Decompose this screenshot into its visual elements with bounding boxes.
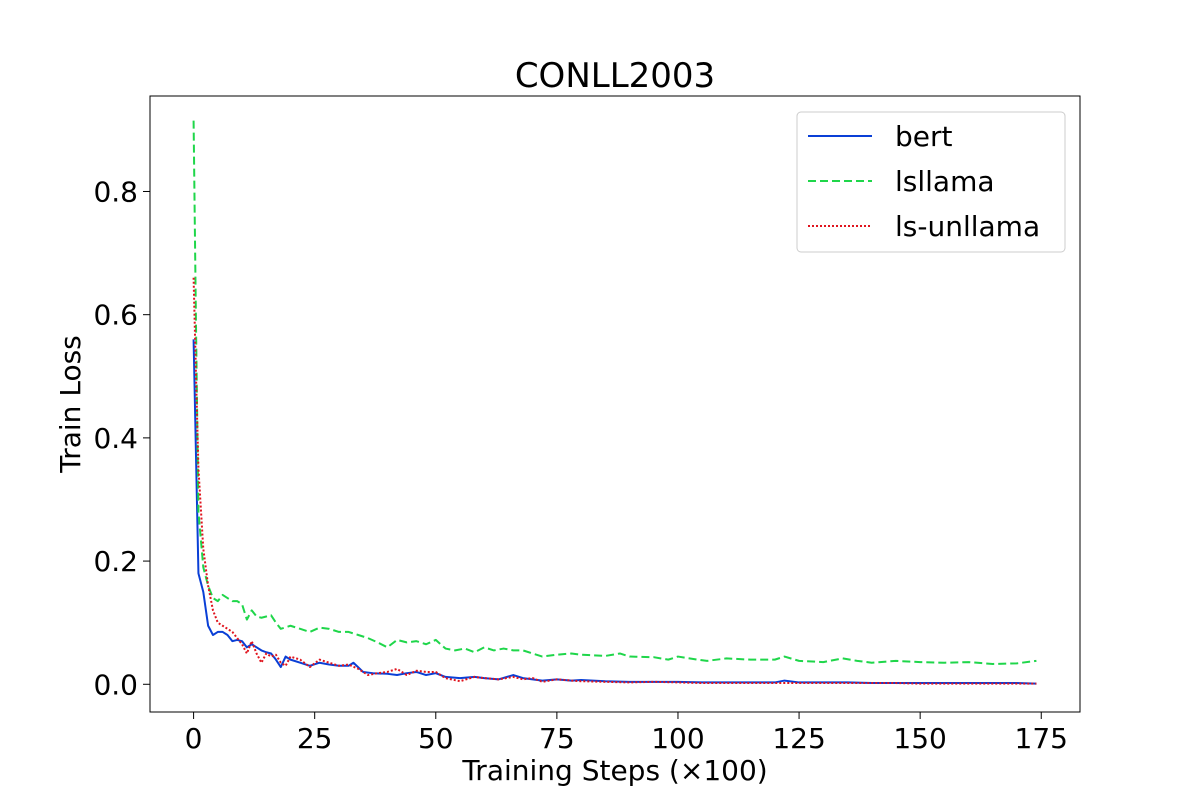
series-line-bert xyxy=(192,339,1037,685)
series-line-ls-unllama xyxy=(192,277,1037,685)
y-tick-label: 0.0 xyxy=(93,668,138,701)
y-tick-label: 0.2 xyxy=(93,545,138,578)
x-tick-label: 50 xyxy=(418,722,454,755)
x-tick-label: 75 xyxy=(539,722,575,755)
plot-frame xyxy=(149,95,1081,713)
y-axis-label: Train Loss xyxy=(54,335,87,474)
chart-title: CONLL2003 xyxy=(515,56,715,96)
x-tick-label: 175 xyxy=(1015,722,1068,755)
legend-label-bert: bert xyxy=(895,120,953,153)
x-tick-label: 125 xyxy=(772,722,825,755)
x-tick-label: 100 xyxy=(651,722,704,755)
legend-label-ls-unllama: ls-unllama xyxy=(895,210,1040,243)
series-line-lsllama xyxy=(192,120,1037,665)
x-tick-label: 25 xyxy=(297,722,333,755)
legend-label-lsllama: lsllama xyxy=(895,165,995,198)
y-tick-label: 0.8 xyxy=(93,175,138,208)
legend-box xyxy=(796,111,1066,253)
y-tick-label: 0.4 xyxy=(93,422,138,455)
series-layer xyxy=(192,120,1037,685)
x-axis: 0 25 50 75 100 125 150 175 xyxy=(185,712,1068,755)
x-tick-label: 150 xyxy=(893,722,946,755)
legend: bert lsllama ls-unllama xyxy=(796,111,1066,253)
x-tick-label: 0 xyxy=(185,722,203,755)
y-tick-label: 0.6 xyxy=(93,299,138,332)
y-axis: 0.0 0.2 0.4 0.6 0.8 xyxy=(93,175,150,701)
x-axis-label: Training Steps (×100) xyxy=(461,754,767,787)
